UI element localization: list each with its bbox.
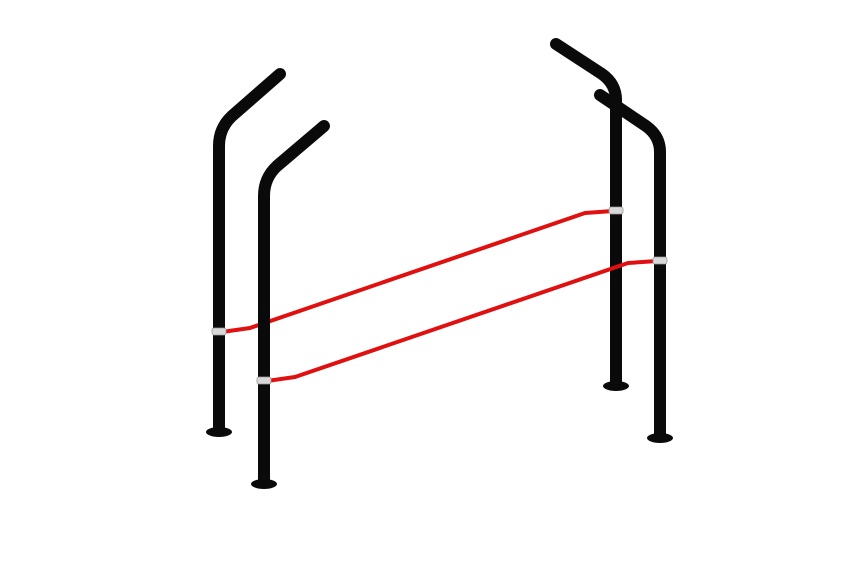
post xyxy=(213,68,286,436)
post xyxy=(594,89,666,442)
clamp xyxy=(256,376,272,385)
clamp xyxy=(652,256,668,265)
rail xyxy=(266,259,658,383)
clamp xyxy=(211,327,227,336)
rail xyxy=(221,209,614,334)
post xyxy=(258,120,330,488)
clamp xyxy=(608,206,624,215)
